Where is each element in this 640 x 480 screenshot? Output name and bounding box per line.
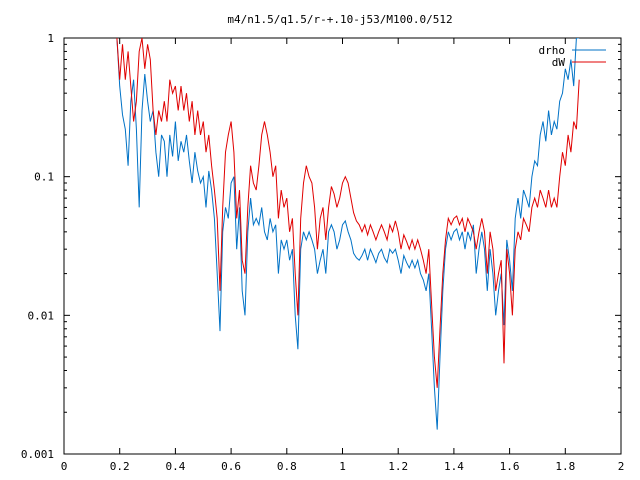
y-tick-label: 0.01	[28, 309, 55, 322]
legend-label-drho: drho	[539, 44, 566, 57]
x-tick-label: 0.8	[277, 460, 297, 473]
y-tick-label: 0.001	[21, 448, 54, 461]
x-tick-label: 1	[339, 460, 346, 473]
x-axis: 0 0.2 0.4 0.6 0.8 1 1.2 1.4 1.6 1.8 2	[61, 38, 625, 473]
x-tick-label: 0.6	[221, 460, 241, 473]
chart-title: m4/n1.5/q1.5/r-+.10-j53/M100.0/512	[227, 13, 452, 26]
x-tick-label: 0	[61, 460, 68, 473]
y-tick-label: 0.1	[34, 171, 54, 184]
y-tick-label: 1	[47, 32, 54, 45]
x-tick-label: 1.2	[388, 460, 408, 473]
x-tick-label: 1.8	[555, 460, 575, 473]
x-tick-label: 2	[618, 460, 625, 473]
series-line-dW	[116, 38, 580, 388]
legend-label-dW: dW	[552, 56, 566, 69]
series-layer	[116, 38, 580, 430]
x-tick-label: 1.4	[444, 460, 464, 473]
x-tick-label: 0.4	[165, 460, 185, 473]
x-tick-label: 0.2	[110, 460, 130, 473]
x-tick-label: 1.6	[500, 460, 520, 473]
y-axis: 0.001 0.01 0.1 1	[21, 32, 621, 461]
